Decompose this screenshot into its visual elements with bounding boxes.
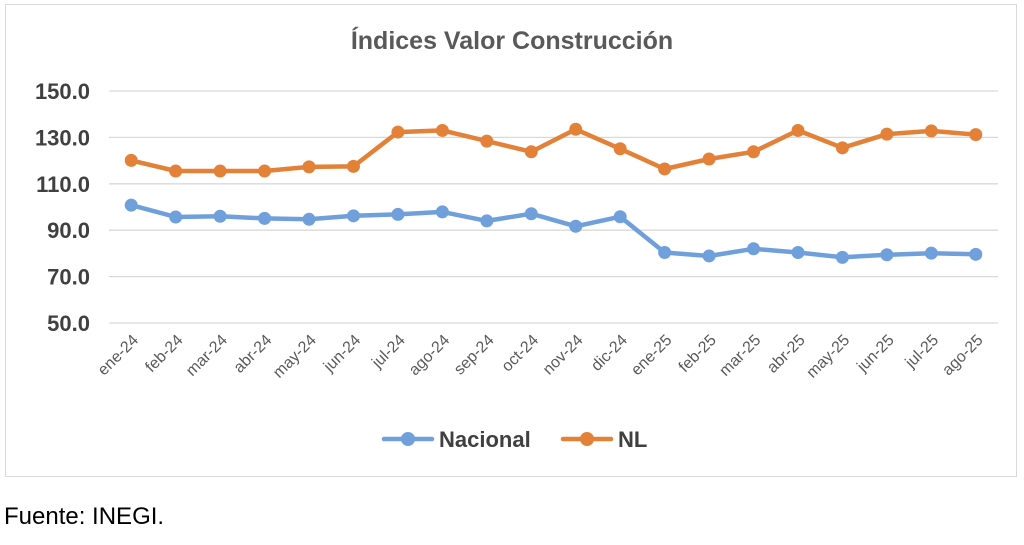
- x-tick-label: may-25: [804, 332, 854, 382]
- y-tick-label: 70.0: [47, 265, 90, 290]
- series-layer: [124, 122, 983, 264]
- data-point-nl: [969, 128, 983, 142]
- data-point-nacional: [924, 246, 938, 260]
- data-point-nacional: [391, 207, 405, 221]
- legend-marker-nacional: [401, 432, 415, 446]
- data-point-nl: [391, 125, 405, 139]
- x-tick-label: feb-25: [676, 332, 720, 376]
- source-note: Fuente: INEGI.: [4, 503, 165, 530]
- legend-marker-nl: [580, 432, 594, 446]
- y-tick-label: 110.0: [36, 172, 90, 197]
- x-tick-label: may-24: [270, 332, 320, 382]
- x-tick-label: abr-25: [764, 332, 809, 377]
- data-point-nl: [835, 141, 849, 155]
- data-point-nacional: [747, 242, 761, 256]
- data-point-nl: [169, 164, 183, 178]
- x-tick-label: ago-24: [406, 332, 453, 379]
- chart-title: Índices Valor Construcción: [351, 26, 673, 55]
- data-point-nacional: [213, 209, 227, 223]
- data-point-nacional: [435, 205, 449, 219]
- x-tick-label: mar-25: [716, 332, 764, 380]
- legend-label-nl: NL: [618, 427, 647, 452]
- series-line-nl: [128, 127, 979, 174]
- x-tick-label: ago-25: [939, 332, 986, 379]
- y-tick-label: 130.0: [35, 125, 90, 150]
- line-chart: Índices Valor Construcción 150.0 130.0 110…: [35, 26, 998, 452]
- data-point-nl: [524, 145, 538, 159]
- data-point-nacional: [346, 209, 360, 223]
- x-tick-label: ene-24: [95, 332, 142, 379]
- x-tick-label: nov-24: [540, 332, 587, 379]
- data-point-nl: [747, 145, 761, 159]
- data-point-nacional: [791, 245, 805, 259]
- data-point-nl: [613, 142, 627, 156]
- data-point-nl: [569, 122, 583, 136]
- data-point-nacional: [613, 210, 627, 224]
- data-point-nacional: [880, 248, 894, 262]
- x-tick-label: oct-24: [499, 332, 543, 376]
- y-tick-label: 50.0: [47, 311, 90, 336]
- data-point-nl: [302, 160, 316, 174]
- data-point-nacional: [835, 250, 849, 264]
- data-point-nl: [258, 164, 272, 178]
- x-tick-label: jul-25: [902, 332, 942, 372]
- x-tick-label: sep-24: [451, 332, 498, 379]
- y-tick-label: 90.0: [47, 218, 90, 243]
- y-axis-ticks: 150.0 130.0 110.0 90.0 70.0 50.0: [35, 79, 90, 336]
- y-tick-label: 150.0: [35, 79, 90, 104]
- data-point-nacional: [302, 212, 316, 226]
- x-tick-label: jun-24: [320, 332, 364, 376]
- x-tick-label: dic-24: [588, 332, 631, 375]
- data-point-nl: [880, 127, 894, 141]
- legend: Nacional NL: [381, 427, 647, 452]
- grid-layer: [109, 90, 998, 324]
- data-point-nacional: [480, 214, 494, 228]
- data-point-nl: [791, 123, 805, 137]
- x-tick-label: jun-25: [854, 332, 898, 376]
- data-point-nl: [658, 162, 672, 176]
- x-tick-label: ene-25: [628, 332, 675, 379]
- x-tick-label: mar-24: [183, 332, 231, 380]
- data-point-nacional: [169, 210, 183, 224]
- data-point-nl: [124, 153, 138, 167]
- x-tick-label: jul-24: [368, 332, 408, 372]
- data-point-nl: [702, 152, 716, 166]
- data-point-nl: [346, 159, 360, 173]
- x-tick-label: feb-24: [142, 332, 186, 376]
- data-point-nacional: [124, 198, 138, 212]
- data-point-nacional: [969, 247, 983, 261]
- data-point-nacional: [524, 207, 538, 221]
- data-point-nl: [924, 124, 938, 138]
- x-tick-label: abr-24: [231, 332, 276, 377]
- series-line-nacional: [128, 202, 979, 260]
- chart-frame: Índices Valor Construcción 150.0 130.0 110…: [5, 4, 1017, 477]
- data-point-nacional: [569, 219, 583, 233]
- data-point-nacional: [258, 211, 272, 225]
- data-point-nl: [213, 164, 227, 178]
- data-point-nacional: [658, 245, 672, 259]
- data-point-nl: [435, 123, 449, 137]
- data-point-nacional: [702, 249, 716, 263]
- legend-label-nacional: Nacional: [439, 427, 531, 452]
- data-point-nl: [480, 134, 494, 148]
